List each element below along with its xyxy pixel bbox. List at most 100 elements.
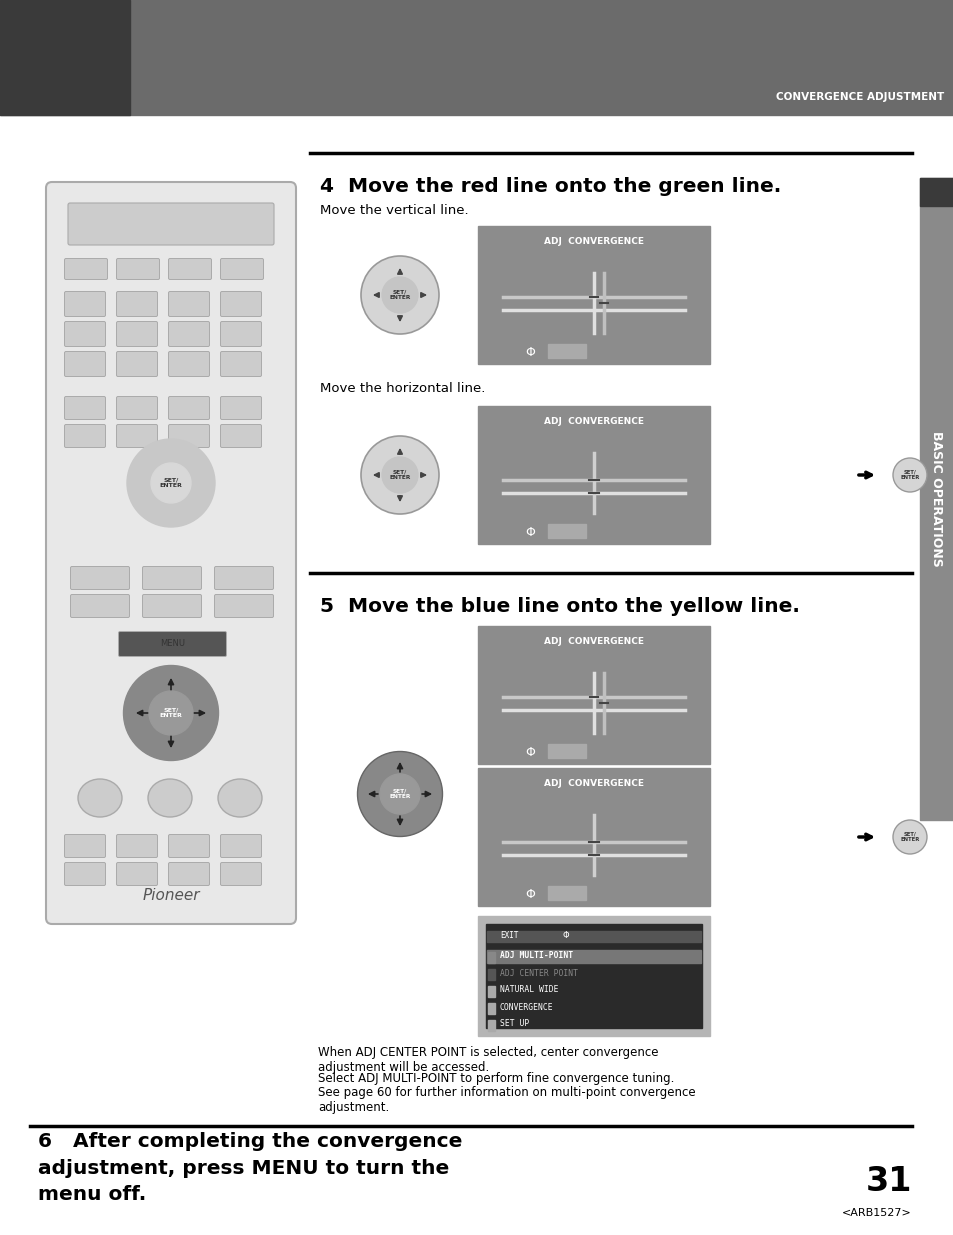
Text: Φ: Φ (524, 888, 535, 900)
Bar (488, 986, 495, 997)
Ellipse shape (381, 277, 417, 312)
FancyBboxPatch shape (142, 594, 201, 618)
Bar (488, 1003, 495, 1014)
Text: Move the horizontal line.: Move the horizontal line. (319, 382, 485, 394)
Ellipse shape (148, 779, 192, 818)
Bar (919, 178, 953, 206)
Text: SET/
ENTER: SET/ ENTER (159, 708, 182, 719)
Ellipse shape (892, 458, 926, 492)
Ellipse shape (379, 774, 419, 814)
FancyBboxPatch shape (65, 425, 106, 447)
Text: Φ: Φ (524, 526, 535, 538)
Bar (547, 524, 585, 538)
Text: SET/
ENTER: SET/ ENTER (900, 831, 919, 842)
FancyBboxPatch shape (68, 203, 274, 245)
FancyBboxPatch shape (214, 594, 274, 618)
FancyBboxPatch shape (169, 862, 210, 885)
FancyBboxPatch shape (220, 291, 261, 316)
FancyBboxPatch shape (65, 862, 106, 885)
Ellipse shape (357, 752, 442, 836)
FancyBboxPatch shape (116, 321, 157, 347)
Ellipse shape (360, 256, 438, 333)
FancyBboxPatch shape (46, 182, 295, 924)
FancyBboxPatch shape (71, 594, 130, 618)
FancyBboxPatch shape (214, 567, 274, 589)
Text: 6   After completing the convergence
adjustment, press MENU to turn the
menu off: 6 After completing the convergence adjus… (38, 1132, 462, 1204)
Text: SET/
ENTER: SET/ ENTER (900, 469, 919, 480)
FancyBboxPatch shape (116, 425, 157, 447)
Ellipse shape (360, 436, 438, 514)
Bar (485, 924, 701, 1028)
Ellipse shape (381, 457, 417, 493)
Text: Move the vertical line.: Move the vertical line. (319, 204, 468, 216)
Text: 5  Move the blue line onto the yellow line.: 5 Move the blue line onto the yellow lin… (319, 597, 799, 615)
Text: MENU: MENU (160, 640, 185, 648)
Bar (547, 743, 585, 758)
Bar (919, 178, 953, 820)
FancyBboxPatch shape (220, 396, 261, 420)
FancyBboxPatch shape (65, 396, 106, 420)
Text: SET/
ENTER: SET/ ENTER (389, 789, 410, 799)
FancyBboxPatch shape (65, 321, 106, 347)
Text: 4  Move the red line onto the green line.: 4 Move the red line onto the green line. (319, 177, 781, 195)
FancyBboxPatch shape (169, 258, 212, 279)
Text: Φ: Φ (524, 746, 535, 758)
FancyBboxPatch shape (169, 425, 210, 447)
FancyBboxPatch shape (71, 567, 130, 589)
Text: <ARB1527>: <ARB1527> (841, 1208, 911, 1218)
Text: CONVERGENCE ADJUSTMENT: CONVERGENCE ADJUSTMENT (775, 91, 943, 103)
FancyBboxPatch shape (142, 567, 201, 589)
FancyBboxPatch shape (116, 835, 157, 857)
Ellipse shape (78, 779, 122, 818)
Text: Pioneer: Pioneer (142, 888, 199, 904)
Text: ADJ  CONVERGENCE: ADJ CONVERGENCE (543, 417, 643, 426)
Text: Φ: Φ (562, 931, 569, 941)
FancyBboxPatch shape (220, 321, 261, 347)
FancyBboxPatch shape (116, 862, 157, 885)
Text: SET UP: SET UP (499, 1020, 529, 1029)
Bar (477, 226, 709, 364)
Bar (0, 0, 953, 115)
Bar (486, 950, 700, 963)
Text: See page 60 for further information on multi-point convergence
adjustment.: See page 60 for further information on m… (317, 1086, 695, 1114)
FancyBboxPatch shape (220, 258, 263, 279)
Text: Φ: Φ (524, 346, 535, 358)
FancyBboxPatch shape (220, 835, 261, 857)
Bar (547, 345, 585, 358)
Bar (486, 931, 700, 942)
Text: EXIT: EXIT (499, 931, 518, 941)
Bar (488, 969, 495, 981)
Text: BASIC OPERATIONS: BASIC OPERATIONS (929, 431, 943, 567)
Ellipse shape (127, 438, 214, 527)
FancyBboxPatch shape (65, 352, 106, 377)
FancyBboxPatch shape (116, 396, 157, 420)
Text: NATURAL WIDE: NATURAL WIDE (499, 986, 558, 994)
Bar (477, 406, 709, 543)
FancyBboxPatch shape (118, 631, 226, 657)
FancyBboxPatch shape (169, 352, 210, 377)
Text: SET/
ENTER: SET/ ENTER (389, 469, 410, 480)
Ellipse shape (151, 463, 191, 503)
Ellipse shape (149, 692, 193, 735)
FancyBboxPatch shape (220, 862, 261, 885)
FancyBboxPatch shape (65, 291, 106, 316)
Ellipse shape (123, 666, 218, 761)
FancyBboxPatch shape (65, 835, 106, 857)
Text: SET/
ENTER: SET/ ENTER (159, 478, 182, 488)
Text: SET/
ENTER: SET/ ENTER (389, 289, 410, 300)
Text: 31: 31 (864, 1165, 911, 1198)
Text: CONVERGENCE: CONVERGENCE (499, 1003, 553, 1011)
Ellipse shape (892, 820, 926, 853)
Bar (477, 626, 709, 764)
Bar (488, 952, 495, 963)
Bar (0, 0, 130, 115)
Bar (547, 885, 585, 900)
FancyBboxPatch shape (169, 291, 210, 316)
Text: ADJ MULTI-POINT: ADJ MULTI-POINT (499, 951, 573, 961)
Ellipse shape (218, 779, 262, 818)
FancyBboxPatch shape (116, 258, 159, 279)
FancyBboxPatch shape (220, 425, 261, 447)
Text: Select ADJ MULTI-POINT to perform fine convergence tuning.: Select ADJ MULTI-POINT to perform fine c… (317, 1072, 674, 1086)
Bar (488, 1020, 495, 1031)
FancyBboxPatch shape (169, 396, 210, 420)
